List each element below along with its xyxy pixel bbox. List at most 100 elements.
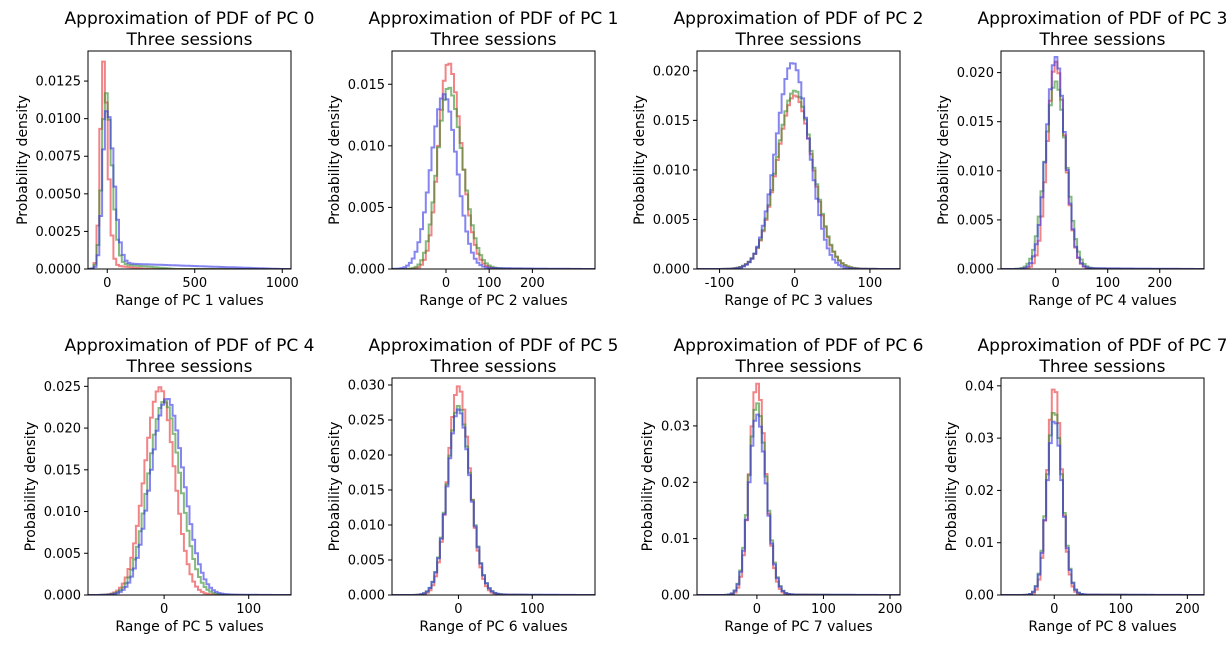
y-tick-label: 0.010 — [653, 163, 690, 178]
x-tick-label: 0 — [103, 276, 111, 291]
plot-frame — [696, 50, 901, 270]
chart-subtitle: Three sessions — [430, 357, 557, 377]
x-axis-label: Range of PC 2 values — [419, 293, 567, 309]
y-tick-label: 0.015 — [348, 484, 385, 499]
y-tick-label: 0.030 — [348, 379, 385, 394]
y-tick-label: 0.005 — [44, 547, 81, 562]
histogram-series-0 — [392, 385, 595, 595]
y-tick-label: 0.0075 — [36, 150, 82, 165]
y-axis-label: Probability density — [640, 422, 656, 552]
x-axis-label: Range of PC 8 values — [1028, 619, 1176, 635]
x-tick-label: 100 — [520, 602, 545, 617]
x-tick-label: 100 — [858, 276, 883, 291]
plot-frame — [87, 50, 292, 270]
y-tick-label: 0.005 — [957, 213, 994, 228]
y-tick-label: 0.02 — [965, 484, 994, 499]
x-axis-label: Range of PC 3 values — [724, 293, 872, 309]
chart-subtitle: Three sessions — [126, 357, 253, 377]
x-tick-label: -100 — [705, 276, 735, 291]
y-axis-label: Probability density — [632, 95, 648, 225]
y-tick-label: 0.015 — [44, 463, 81, 478]
x-axis-label: Range of PC 5 values — [115, 619, 263, 635]
histogram-series-0 — [88, 60, 291, 269]
chart-title: Approximation of PDF of PC 3 — [978, 9, 1228, 29]
plot-frame — [87, 377, 292, 596]
x-axis-label: Range of PC 1 values — [115, 293, 263, 309]
x-tick-label: 100 — [477, 276, 502, 291]
y-tick-label: 0.000 — [348, 263, 385, 278]
x-tick-label: 0 — [791, 276, 799, 291]
x-tick-label: 100 — [811, 602, 836, 617]
y-tick-label: 0.025 — [348, 414, 385, 429]
x-axis-label: Range of PC 7 values — [724, 619, 872, 635]
y-tick-label: 0.000 — [653, 263, 690, 278]
histogram-series-0 — [697, 382, 900, 595]
chart-subtitle: Three sessions — [735, 30, 862, 50]
histogram-series-2 — [697, 413, 900, 595]
plot-frame — [391, 377, 596, 596]
y-tick-label: 0.015 — [348, 78, 385, 93]
x-tick-label: 500 — [182, 276, 207, 291]
y-tick-label: 0.020 — [957, 66, 994, 81]
histogram-series-1 — [1001, 80, 1204, 269]
x-tick-label: 200 — [878, 602, 903, 617]
x-tick-label: 100 — [236, 602, 261, 617]
y-tick-label: 0.04 — [965, 379, 994, 394]
y-tick-label: 0.0050 — [36, 187, 82, 202]
y-tick-label: 0.02 — [661, 476, 690, 491]
y-tick-label: 0.0025 — [36, 225, 82, 240]
y-tick-label: 0.010 — [348, 139, 385, 154]
x-axis-label: Range of PC 6 values — [419, 619, 567, 635]
y-tick-label: 0.00 — [661, 589, 690, 604]
y-axis-label: Probability density — [15, 95, 31, 225]
subplot-2: -100 0 100 0.000 0.005 0.010 0.015 0.020 Approxi… — [632, 9, 923, 309]
y-tick-label: 0.000 — [44, 589, 81, 604]
subplot-1: 0 100 200 0.000 0.005 0.010 0.015 Approximation… — [327, 9, 618, 309]
chart-subtitle: Three sessions — [430, 30, 557, 50]
histogram-series-2 — [88, 110, 291, 269]
x-tick-label: 0 — [160, 602, 168, 617]
y-tick-label: 0.010 — [348, 519, 385, 534]
y-tick-label: 0.000 — [957, 263, 994, 278]
y-axis-label: Probability density — [23, 422, 39, 552]
y-tick-label: 0.010 — [44, 505, 81, 520]
histogram-series-1 — [697, 402, 900, 595]
subplot-5: 0 100 0.000 0.005 0.010 0.015 0.020 0.025 0.030 A… — [327, 336, 618, 635]
histogram-series-1 — [392, 86, 595, 269]
y-tick-label: 0.03 — [965, 432, 994, 447]
y-tick-label: 0.00 — [965, 589, 994, 604]
y-axis-label: Probability density — [936, 95, 952, 225]
histogram-series-2 — [1001, 56, 1204, 269]
chart-title: Approximation of PDF of PC 4 — [65, 336, 315, 356]
y-tick-label: 0.000 — [348, 589, 385, 604]
subplot-7: 0 100 200 0.00 0.01 0.02 0.03 0.04 Approximation… — [944, 336, 1227, 635]
y-tick-label: 0.01 — [965, 536, 994, 551]
x-tick-label: 0 — [442, 276, 450, 291]
plot-frame — [696, 377, 901, 596]
chart-title: Approximation of PDF of PC 2 — [674, 9, 924, 29]
y-tick-label: 0.020 — [44, 422, 81, 437]
chart-subtitle: Three sessions — [735, 357, 862, 377]
y-tick-label: 0.005 — [348, 554, 385, 569]
y-tick-label: 0.025 — [44, 380, 81, 395]
histogram-series-0 — [392, 62, 595, 269]
histogram-series-1 — [697, 89, 900, 269]
chart-title: Approximation of PDF of PC 5 — [369, 336, 619, 356]
chart-title: Approximation of PDF of PC 6 — [674, 336, 924, 356]
histogram-series-0 — [88, 386, 291, 595]
histogram-series-2 — [1001, 420, 1204, 595]
x-tick-label: 200 — [1147, 276, 1172, 291]
subplot-0: 0 500 1000 0.0000 0.0025 0.0050 0.0075 0.0100 0.… — [15, 9, 315, 309]
histogram-series-2 — [392, 408, 595, 595]
x-tick-label: 1000 — [266, 276, 299, 291]
x-tick-label: 200 — [1175, 602, 1200, 617]
subplot-6: 0 100 200 0.00 0.01 0.02 0.03 Approximation of … — [640, 336, 923, 635]
y-tick-label: 0.0100 — [36, 112, 82, 127]
y-tick-label: 0.015 — [957, 115, 994, 130]
y-axis-label: Probability density — [327, 95, 343, 225]
y-tick-label: 0.0125 — [36, 75, 82, 90]
histogram-series-1 — [1001, 412, 1204, 595]
chart-subtitle: Three sessions — [126, 30, 253, 50]
y-tick-label: 0.015 — [653, 114, 690, 129]
